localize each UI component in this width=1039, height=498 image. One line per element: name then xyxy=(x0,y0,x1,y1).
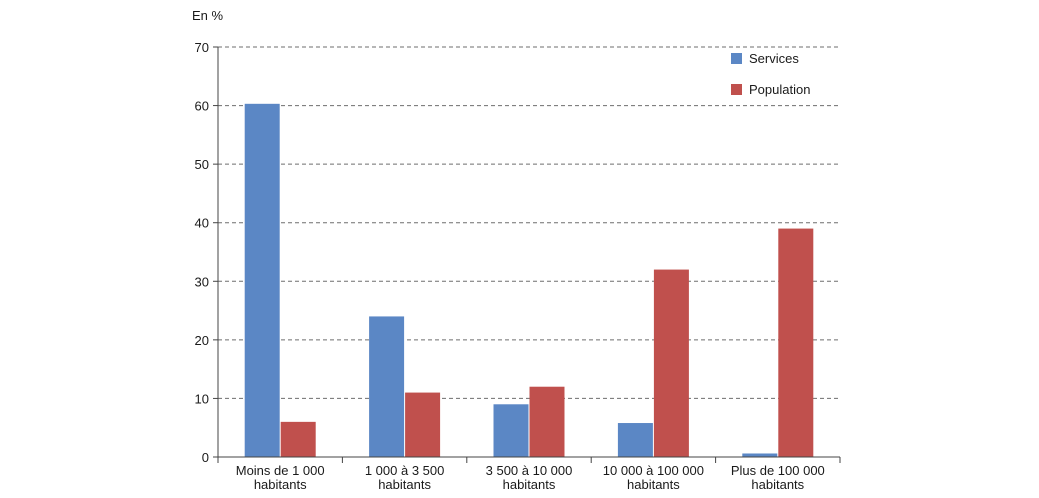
y-tick-label: 30 xyxy=(195,274,209,289)
bar-population-2 xyxy=(529,386,565,457)
x-category-label: 1 000 à 3 500 xyxy=(365,463,445,478)
axes xyxy=(217,47,841,463)
x-category-label: habitants xyxy=(751,477,804,492)
bar-services-1 xyxy=(369,316,405,457)
y-unit-label: En % xyxy=(192,8,224,23)
x-category-label: habitants xyxy=(378,477,431,492)
legend-swatch-services xyxy=(731,53,742,64)
legend-label-population: Population xyxy=(749,82,810,97)
x-category-label: Moins de 1 000 xyxy=(236,463,325,478)
x-category-label: 3 500 à 10 000 xyxy=(486,463,573,478)
y-tick-label: 50 xyxy=(195,157,209,172)
y-tick-label: 40 xyxy=(195,216,209,231)
x-category-label: habitants xyxy=(627,477,680,492)
y-tick-label: 0 xyxy=(202,450,209,465)
bar-population-3 xyxy=(653,269,689,457)
bar-population-4 xyxy=(778,228,814,457)
legend-label-services: Services xyxy=(749,51,799,66)
legend: Services Population xyxy=(731,51,810,97)
bar-services-3 xyxy=(617,423,653,457)
bars xyxy=(244,103,814,458)
y-tick-label: 70 xyxy=(195,40,209,55)
y-tick-label: 20 xyxy=(195,333,209,348)
bar-population-0 xyxy=(280,421,316,457)
bar-services-0 xyxy=(244,103,280,458)
bar-population-1 xyxy=(405,392,441,457)
legend-swatch-population xyxy=(731,84,742,95)
y-tick-label: 60 xyxy=(195,99,209,114)
x-category-label: 10 000 à 100 000 xyxy=(603,463,704,478)
y-axis-ticks: 0 10 20 30 40 50 60 70 xyxy=(195,40,218,465)
bar-services-2 xyxy=(493,404,529,457)
x-category-label: habitants xyxy=(503,477,556,492)
bar-services-4 xyxy=(742,453,778,457)
gridlines xyxy=(218,46,840,399)
x-category-label: Plus de 100 000 xyxy=(731,463,825,478)
y-tick-label: 10 xyxy=(195,391,209,406)
x-category-label: habitants xyxy=(254,477,307,492)
